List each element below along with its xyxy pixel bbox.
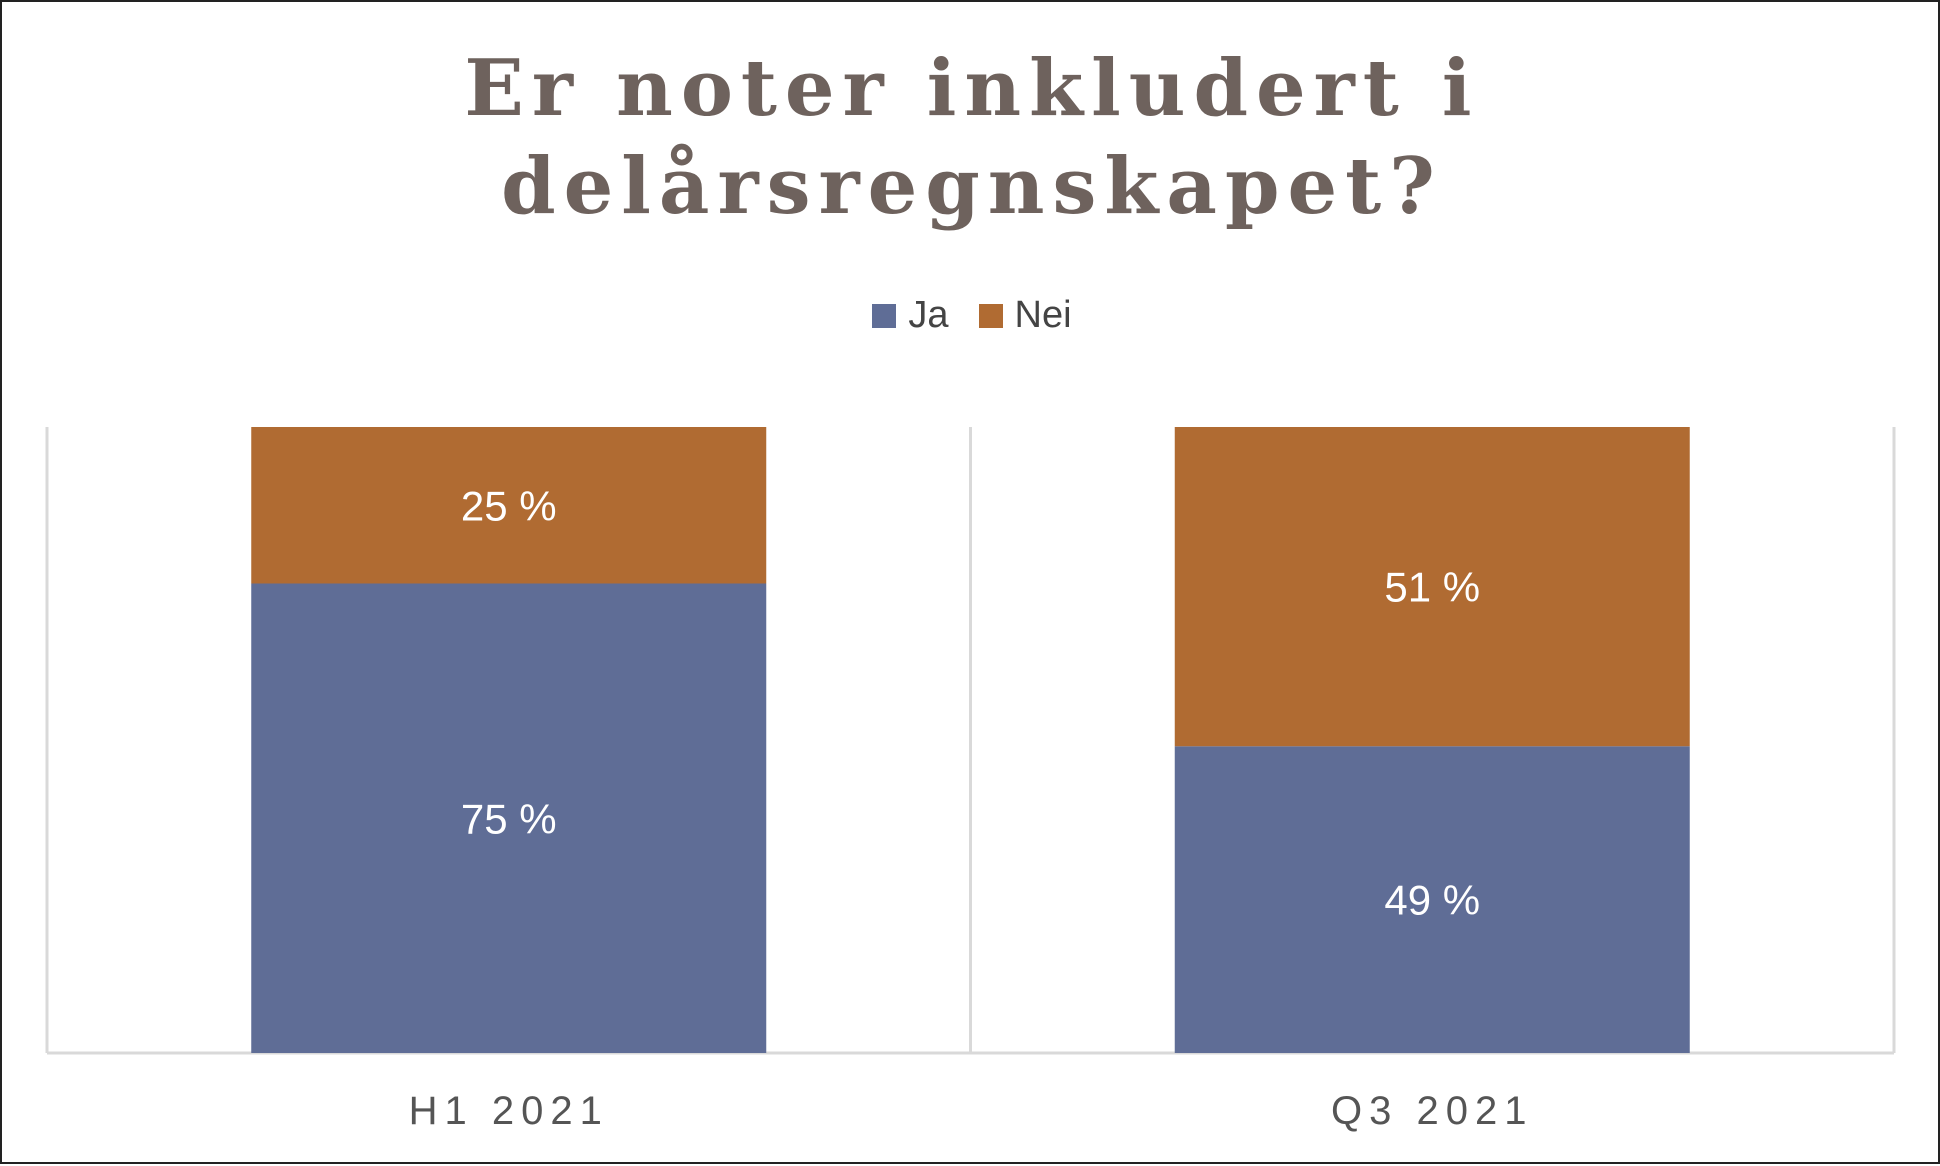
bar-ja-1 (1174, 746, 1690, 1053)
legend-item-ja: Ja (872, 294, 949, 337)
bar-ja-0 (251, 583, 767, 1053)
chart-title-line-1: Er noter inkludert i (464, 43, 1480, 134)
legend-swatch-nei (978, 303, 1003, 328)
chart-title-line-2: delårsregnskapet? (501, 141, 1443, 232)
bar-value-label-ja-0: 75 % (461, 795, 557, 842)
chart-title: Er noter inkludert i delårsregnskapet? (2, 40, 1940, 236)
chart-legend: Ja Nei (2, 294, 1940, 337)
bar-value-label-ja-1: 49 % (1384, 877, 1480, 924)
legend-item-nei: Nei (978, 294, 1072, 337)
legend-swatch-ja (872, 303, 897, 328)
legend-label-ja: Ja (908, 294, 949, 336)
bar-nei-1 (1174, 427, 1690, 747)
x-tick-label-1: Q3 2021 (1331, 1089, 1533, 1133)
legend-label-nei: Nei (1014, 294, 1072, 336)
bar-value-label-nei-1: 51 % (1384, 564, 1480, 611)
bar-value-label-nei-0: 25 % (461, 482, 557, 529)
bar-nei-0 (251, 427, 767, 584)
x-tick-label-0: H1 2021 (409, 1089, 609, 1133)
